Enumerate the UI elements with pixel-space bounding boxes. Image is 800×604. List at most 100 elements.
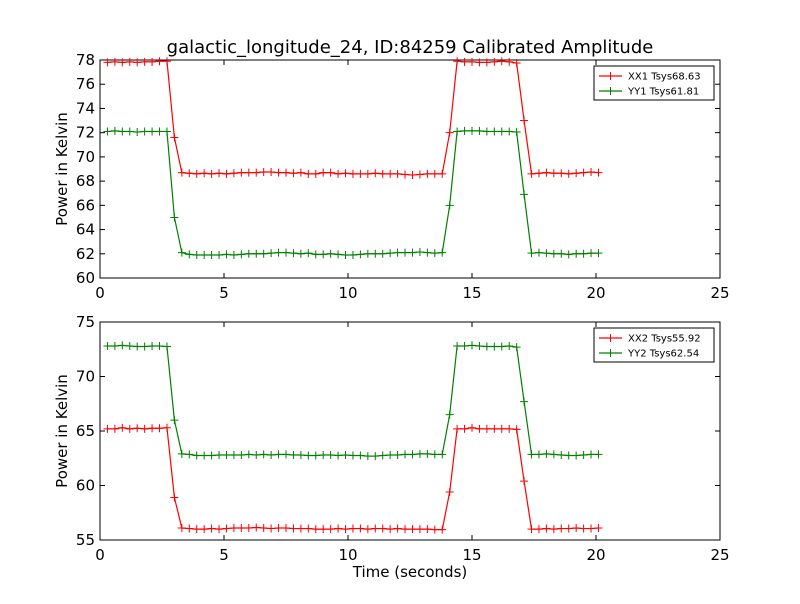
legend-box <box>593 327 715 363</box>
data-point <box>103 58 112 67</box>
data-point <box>527 525 536 534</box>
data-point <box>579 524 588 533</box>
data-point <box>155 127 164 136</box>
legend-label: YY2 Tsys62.54 <box>627 349 699 360</box>
data-point <box>282 248 290 257</box>
x-tick-label: 15 <box>462 546 481 564</box>
data-point <box>438 450 447 459</box>
y-tick-label: 62 <box>76 245 95 263</box>
data-point <box>594 168 603 177</box>
data-point <box>237 250 246 259</box>
data-point <box>133 342 142 351</box>
data-point <box>408 450 417 459</box>
data-point <box>542 449 551 458</box>
data-point <box>252 249 261 258</box>
data-point <box>348 250 357 259</box>
x-tick-label: 5 <box>219 546 229 564</box>
data-point <box>423 248 432 257</box>
data-point <box>497 57 506 66</box>
y-tick-label: 55 <box>76 531 95 549</box>
data-point <box>177 248 186 257</box>
data-point <box>296 249 305 258</box>
data-point <box>334 451 343 460</box>
data-point <box>103 127 112 136</box>
data-point <box>289 249 298 258</box>
data-point <box>363 525 372 534</box>
data-point <box>497 424 506 433</box>
data-point <box>475 424 484 433</box>
data-point <box>363 452 372 461</box>
data-point <box>371 524 380 533</box>
data-point <box>244 249 253 258</box>
figure-title: galactic_longitude_24, ID:84259 Calibrat… <box>167 37 654 58</box>
data-point <box>229 250 238 259</box>
data-point <box>259 524 268 533</box>
data-point <box>296 450 305 459</box>
data-point <box>423 449 432 458</box>
x-tick-label: 10 <box>338 284 357 302</box>
data-point <box>118 127 127 136</box>
legend-label: XX1 Tsys68.63 <box>628 72 701 83</box>
legend-marker <box>606 349 615 357</box>
series-1 <box>103 423 603 534</box>
data-point <box>348 451 357 460</box>
data-point <box>304 249 313 258</box>
data-point <box>103 424 112 433</box>
data-point <box>386 450 395 459</box>
data-point <box>311 451 320 460</box>
data-point <box>229 450 238 459</box>
series-2 <box>103 341 603 461</box>
data-point <box>118 58 127 67</box>
data-point <box>296 168 305 177</box>
data-point <box>401 170 410 179</box>
data-point <box>207 524 216 533</box>
data-point <box>282 524 290 533</box>
data-point <box>118 341 127 350</box>
data-point <box>215 169 224 178</box>
y-tick-label: 70 <box>76 148 95 166</box>
data-point <box>170 213 179 222</box>
data-point <box>341 169 350 178</box>
data-point <box>557 249 566 258</box>
y-tick-label: 60 <box>76 477 95 495</box>
data-point <box>192 169 201 178</box>
data-point <box>125 424 134 433</box>
data-point <box>460 424 469 433</box>
data-point <box>505 57 514 66</box>
data-point <box>512 59 521 68</box>
x-tick-label: 20 <box>586 546 605 564</box>
data-point <box>334 524 343 533</box>
data-point <box>572 524 581 533</box>
data-point <box>334 169 343 178</box>
data-point <box>579 168 588 177</box>
data-point <box>587 168 596 177</box>
data-point <box>505 341 514 350</box>
data-point <box>438 169 447 178</box>
data-point <box>192 451 201 460</box>
legend-label: YY1 Tsys61.81 <box>627 87 699 98</box>
data-point <box>200 250 209 259</box>
data-point <box>259 249 268 258</box>
x-tick-label: 25 <box>710 284 729 302</box>
data-point <box>564 524 573 533</box>
data-point <box>282 168 290 177</box>
data-point <box>505 424 514 433</box>
data-point <box>341 250 350 259</box>
data-point <box>430 450 439 459</box>
data-point <box>177 524 186 533</box>
data-point <box>222 524 231 533</box>
axes-frame <box>99 59 721 279</box>
data-point <box>222 169 231 178</box>
legend-marker <box>606 72 615 80</box>
data-point <box>378 169 387 178</box>
data-point <box>341 525 350 534</box>
data-point <box>445 128 454 137</box>
data-point <box>267 524 276 533</box>
data-point <box>579 249 588 258</box>
y-tick-label: 75 <box>76 313 95 331</box>
data-point <box>252 168 261 177</box>
data-point <box>460 126 469 135</box>
data-point <box>170 493 179 502</box>
data-point <box>378 249 387 258</box>
